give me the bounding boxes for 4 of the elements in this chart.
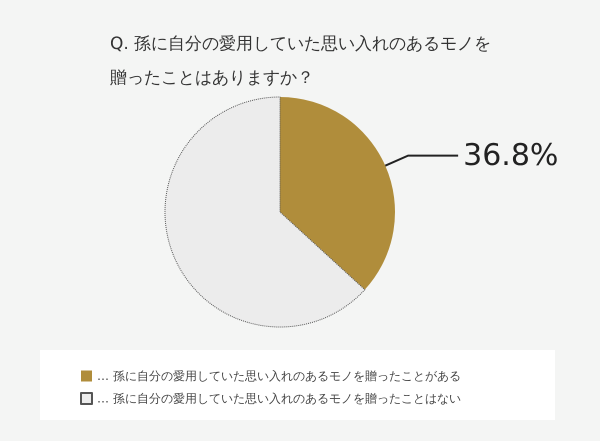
data-label: 36.8% — [463, 138, 558, 174]
legend-label: … 孫に自分の愛用していた思い入れのあるモノを贈ったことがある — [97, 369, 461, 383]
chart-title: Q. 孫に自分の愛用していた思い入れのあるモノを贈ったことはありますか？ — [110, 34, 492, 88]
legend-label: … 孫に自分の愛用していた思い入れのあるモノを贈ったことはない — [97, 392, 461, 406]
